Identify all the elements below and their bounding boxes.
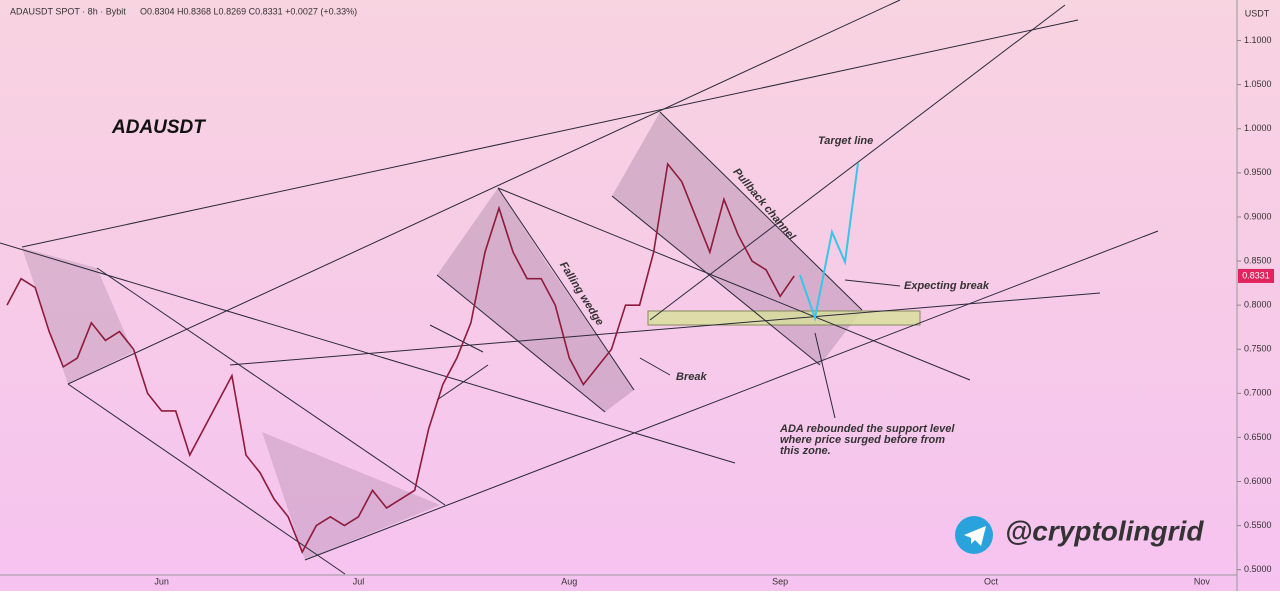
y-tick-label: 0.9000 [1244,211,1272,221]
symbol: ADAUSDT SPOT · 8h · Bybit [10,6,126,16]
last-price-tag [1238,268,1274,283]
y-tick-label: 0.7500 [1244,344,1272,354]
y-tick-label: 0.9500 [1244,167,1272,177]
y-tick-label: 0.6500 [1244,432,1272,442]
x-tick-label: Aug [561,576,577,586]
y-tick-label: 0.5500 [1244,520,1272,530]
y-tick-label: 1.1000 [1244,35,1272,45]
annotation: this zone. [780,445,831,457]
drawings [0,0,1159,575]
last-price-label: 0.8331 [1242,270,1270,280]
y-tick-label: 0.8500 [1244,255,1272,265]
price-line [6,162,795,554]
y-tick-label: 0.5000 [1244,564,1272,574]
y-tick-label: 0.6000 [1244,476,1272,486]
x-tick-label: Sep [772,576,788,586]
title: ADAUSDT [111,117,206,138]
annotation: Target line [818,135,873,147]
watermark: @cryptolingrid [1005,515,1204,546]
x-tick-label: Nov [1194,576,1211,586]
y-tick-label: 0.7000 [1244,388,1272,398]
annotation: ADA rebounded the support level [779,423,955,435]
y-tick-label: 1.0000 [1244,123,1272,133]
x-tick-label: Jul [353,576,365,586]
x-tick-label: Jun [154,576,169,586]
y-tick-label: 1.0500 [1244,79,1272,89]
telegram-plane [964,526,986,546]
ohlc: O0.8304 H0.8368 L0.8269 C0.8331 +0.0027 … [140,6,357,16]
currency: USDT [1245,8,1270,18]
annotation: Expecting break [904,280,990,292]
annotation: where price surged before from [780,434,945,446]
x-tick-label: Oct [984,576,999,586]
y-tick-label: 0.8000 [1244,300,1272,310]
annotation: Break [676,371,707,383]
